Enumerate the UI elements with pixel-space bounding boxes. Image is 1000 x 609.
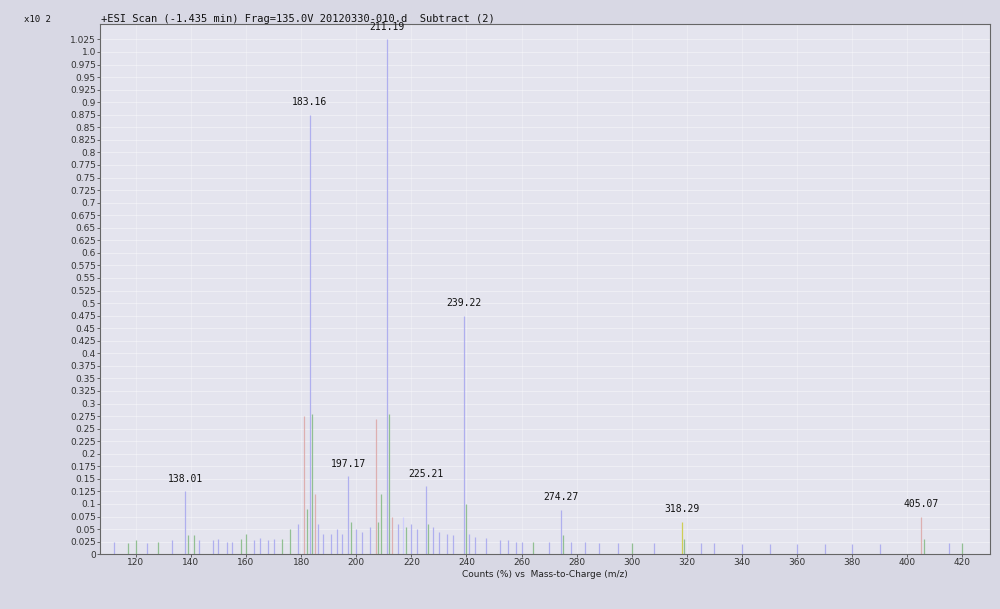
Text: 405.07: 405.07 [904,499,939,509]
Text: 138.01: 138.01 [168,474,203,484]
Text: x10 2: x10 2 [24,15,51,24]
X-axis label: Counts (%) vs  Mass-to-Charge (m/z): Counts (%) vs Mass-to-Charge (m/z) [462,570,628,579]
Text: 183.16: 183.16 [292,97,327,107]
Text: 197.17: 197.17 [331,459,366,469]
Text: 318.29: 318.29 [665,504,700,514]
Text: 239.22: 239.22 [447,298,482,308]
Text: 225.21: 225.21 [408,469,443,479]
Text: 211.19: 211.19 [369,22,405,32]
Text: 274.27: 274.27 [543,493,579,502]
Text: +ESI Scan (-1.435 min) Frag=135.0V 20120330-010.d  Subtract (2): +ESI Scan (-1.435 min) Frag=135.0V 20120… [101,14,495,24]
